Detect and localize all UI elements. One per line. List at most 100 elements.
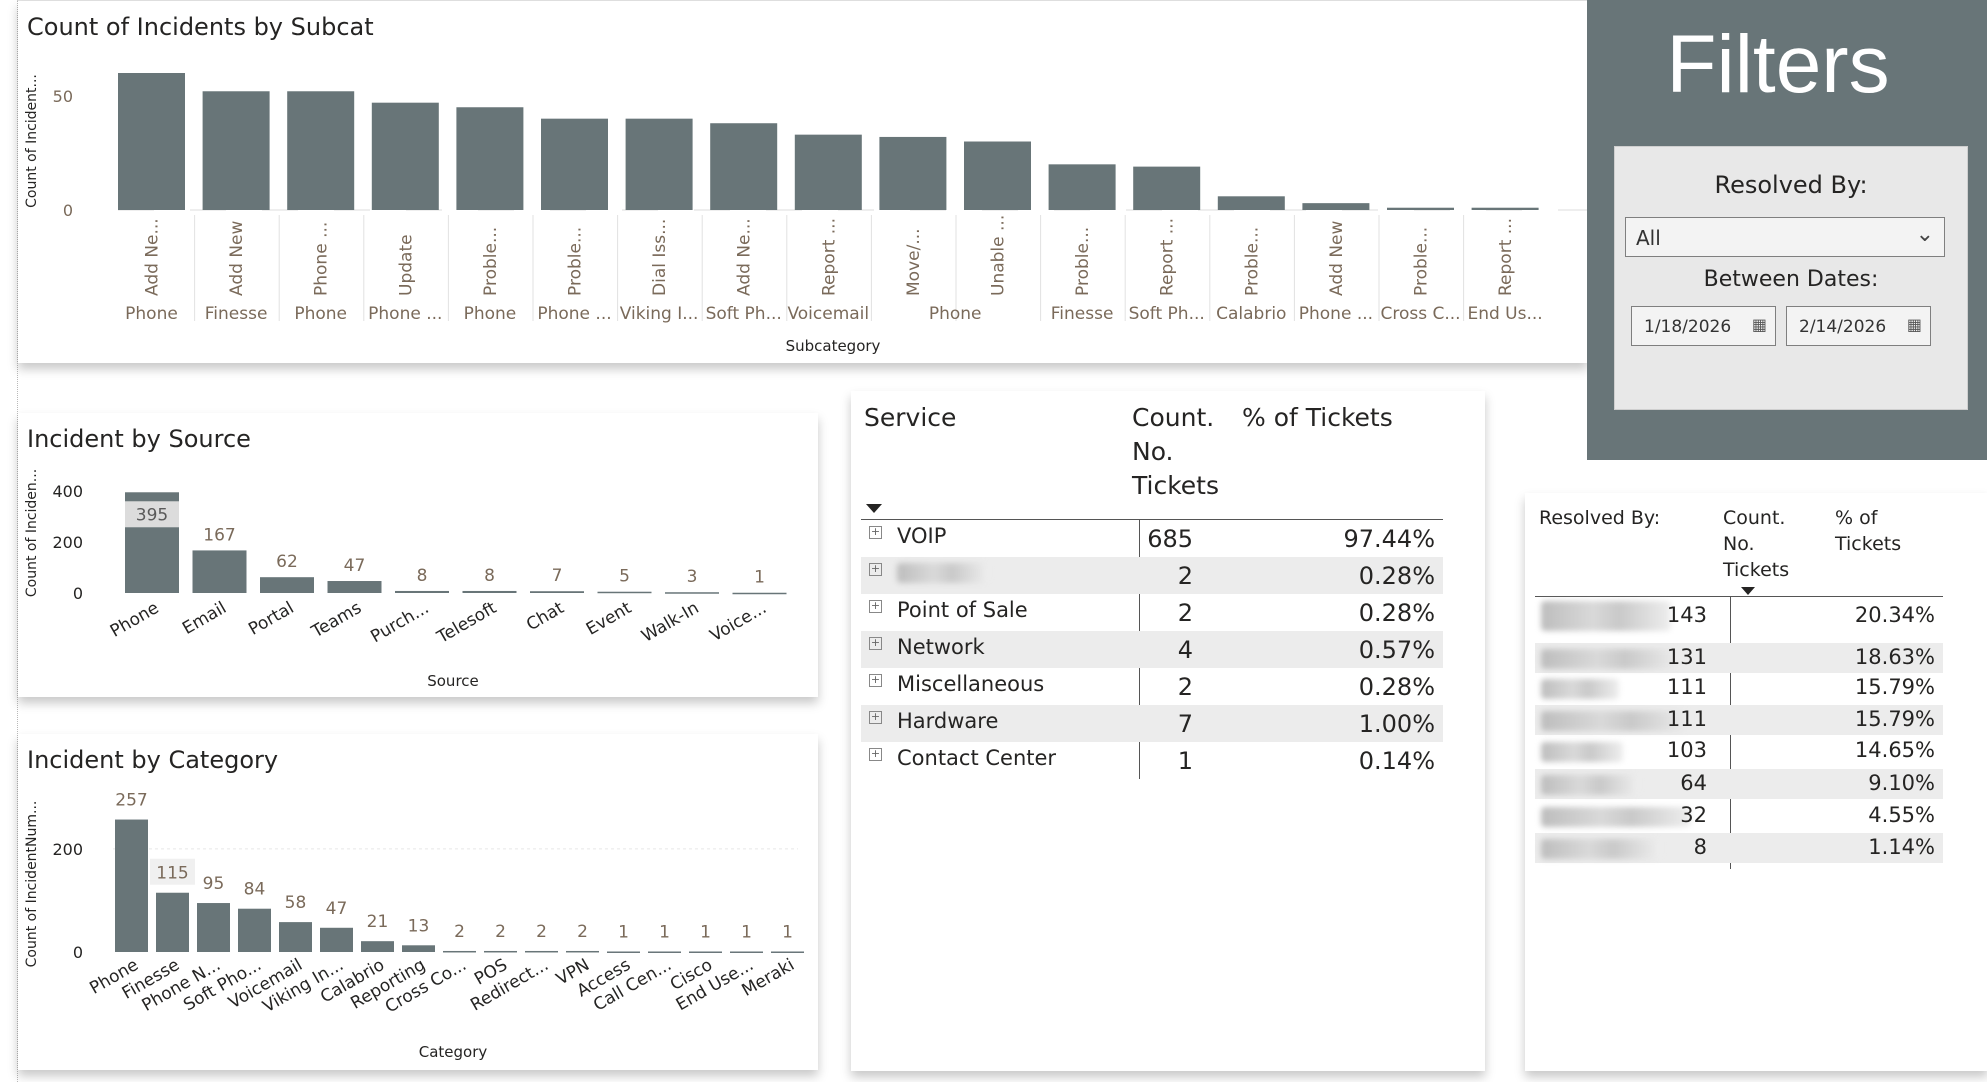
- expand-icon[interactable]: +: [869, 599, 882, 613]
- pct-column-header[interactable]: % of Tickets: [1835, 505, 1901, 557]
- ticket-count: 111: [1666, 675, 1707, 699]
- x-tick-outer-label: Soft Ph...: [706, 304, 782, 324]
- table-row[interactable]: 103 14.65%: [1535, 736, 1943, 766]
- expand-icon[interactable]: +: [869, 747, 882, 761]
- x-tick-inner-label: Dial Iss...: [650, 219, 670, 296]
- x-tick-outer-label: Phone: [125, 304, 178, 324]
- bar: [361, 941, 394, 952]
- count-header-line: No.: [1723, 533, 1755, 555]
- bar: [260, 577, 314, 593]
- bar: [1133, 166, 1201, 210]
- ticket-count: 64: [1680, 771, 1707, 795]
- table-row[interactable]: + VOIP 685 97.44%: [861, 520, 1443, 557]
- bar: [320, 927, 353, 952]
- expand-icon[interactable]: +: [869, 562, 882, 576]
- data-label: 5: [619, 567, 630, 587]
- x-tick-label: Event: [583, 598, 635, 640]
- ticket-pct: 0.28%: [1358, 673, 1435, 701]
- table-row[interactable]: 143 20.34%: [1535, 597, 1943, 643]
- bar: [794, 134, 862, 210]
- data-label: 62: [276, 552, 298, 572]
- table-row[interactable]: + Hardware 7 1.00%: [861, 705, 1443, 742]
- table-row[interactable]: 111 15.79%: [1535, 705, 1943, 735]
- header-divider: [1535, 596, 1943, 597]
- bar: [115, 819, 148, 952]
- ticket-pct: 0.57%: [1358, 636, 1435, 664]
- sort-desc-icon[interactable]: [1741, 587, 1755, 595]
- pct-column-header[interactable]: % of Tickets: [1242, 403, 1393, 432]
- x-tick-outer-label: Finesse: [1051, 304, 1114, 324]
- ticket-pct: 1.14%: [1868, 835, 1935, 859]
- x-tick-outer-label: Phone: [929, 304, 982, 324]
- data-label: 58: [285, 893, 307, 913]
- service-name: Contact Center: [897, 746, 1057, 770]
- category-chart-visual[interactable]: Incident by Category 0 200 Count of Incide…: [18, 734, 818, 1070]
- bar: [607, 951, 640, 953]
- count-header-line: Count.: [1132, 403, 1215, 432]
- resolved-by-dropdown[interactable]: All ⌄: [1625, 217, 1945, 257]
- table-row[interactable]: 32 4.55%: [1535, 801, 1943, 831]
- table-row[interactable]: + Network 4 0.57%: [861, 631, 1443, 668]
- table-row[interactable]: 111 15.79%: [1535, 673, 1943, 703]
- table-row[interactable]: + Point of Sale 2 0.28%: [861, 594, 1443, 631]
- resolved-by-label: Resolved By:: [1714, 171, 1868, 199]
- resolved-table-visual[interactable]: Resolved By: Count. No. Tickets % of Tic…: [1525, 493, 1987, 1071]
- expand-icon[interactable]: +: [869, 710, 882, 724]
- category-chart-title: Incident by Category: [27, 746, 279, 774]
- header-divider: [861, 519, 1443, 520]
- y-tick-label: 400: [52, 482, 83, 501]
- data-label: 257: [115, 791, 147, 811]
- bar: [371, 102, 439, 210]
- calendar-icon[interactable]: ▦: [1906, 315, 1922, 334]
- subcat-chart: 0 50 Count of Incident... Add Ne... Add New P…: [24, 73, 1666, 355]
- x-tick-label: Portal: [245, 598, 297, 640]
- data-label: 13: [408, 916, 430, 936]
- expand-icon[interactable]: +: [869, 525, 882, 539]
- count-column-header[interactable]: Count. No. Tickets: [1723, 505, 1789, 583]
- table-row[interactable]: + Contact Center 1 0.14%: [861, 742, 1443, 779]
- x-tick-inner-label: Report ...: [1158, 218, 1178, 296]
- ticket-pct: 4.55%: [1868, 803, 1935, 827]
- subcat-chart-visual[interactable]: Count of Incidents by Subcat 0 50 Count of…: [18, 1, 1666, 363]
- x-tick-outer-label: Cross C...: [1380, 304, 1460, 324]
- ticket-pct: 18.63%: [1854, 645, 1935, 669]
- ticket-count: 103: [1666, 738, 1707, 762]
- end-date-input[interactable]: 2/14/2026 ▦: [1786, 306, 1931, 346]
- ticket-count: 2: [1177, 673, 1193, 701]
- data-label: 395: [136, 505, 168, 525]
- table-row[interactable]: + Miscellaneous 2 0.28%: [861, 668, 1443, 705]
- ticket-count: 2: [1177, 599, 1193, 627]
- service-table-visual[interactable]: Service Count. No. Tickets % of Tickets …: [851, 391, 1485, 1071]
- bar: [879, 136, 947, 210]
- source-chart-visual[interactable]: Incident by Source 0 200 400 Count of Incid…: [18, 413, 818, 697]
- x-tick-inner-label: Report ...: [1496, 218, 1516, 296]
- x-tick-outer-label: Soft Ph...: [1129, 304, 1205, 324]
- data-label: 84: [244, 880, 266, 900]
- x-tick-inner-label: Proble...: [481, 227, 501, 296]
- table-row[interactable]: 64 9.10%: [1535, 769, 1943, 799]
- count-column-header[interactable]: Count. No. Tickets: [1132, 401, 1219, 503]
- x-tick-inner-label: Unable ...: [989, 215, 1009, 296]
- expand-icon[interactable]: +: [869, 673, 882, 687]
- sort-desc-icon[interactable]: [866, 504, 882, 513]
- x-tick-outer-label: Voicemail: [787, 304, 869, 324]
- service-column-header[interactable]: Service: [864, 403, 957, 432]
- x-tick-inner-label: Add Ne...: [735, 218, 755, 296]
- resolved-by-column-header[interactable]: Resolved By:: [1539, 507, 1661, 529]
- chevron-down-icon[interactable]: ⌄: [1915, 222, 1934, 247]
- y-axis-label: Count of IncidentNum...: [24, 801, 40, 968]
- calendar-icon[interactable]: ▦: [1751, 315, 1767, 334]
- table-row[interactable]: + 2 0.28%: [861, 557, 1443, 594]
- bar: [625, 118, 693, 210]
- x-tick-outer-label: Phone: [294, 304, 347, 324]
- service-name: Point of Sale: [897, 598, 1028, 622]
- start-date-input[interactable]: 1/18/2026 ▦: [1631, 306, 1776, 346]
- table-row[interactable]: 131 18.63%: [1535, 643, 1943, 673]
- bar: [443, 950, 476, 953]
- table-row[interactable]: 8 1.14%: [1535, 833, 1943, 863]
- expand-icon[interactable]: +: [869, 636, 882, 650]
- redacted-name: [897, 563, 989, 583]
- x-tick-outer-label: Calabrio: [1216, 304, 1286, 324]
- bar: [964, 141, 1031, 210]
